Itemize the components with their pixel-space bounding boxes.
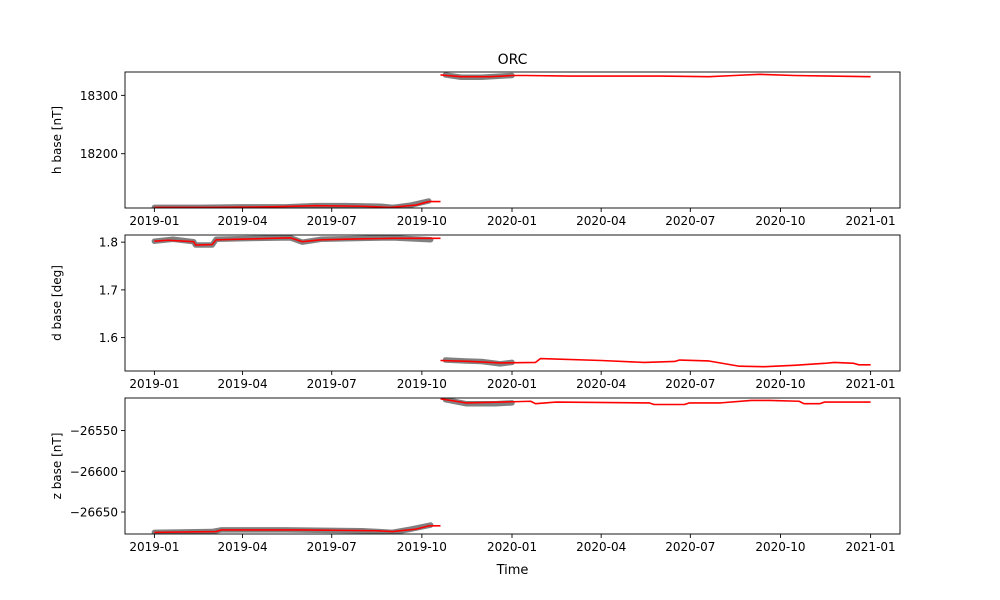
x-tick-label: 2020-01 xyxy=(487,214,537,228)
y-axis-label: d base [deg] xyxy=(50,265,64,341)
x-tick-label: 2019-01 xyxy=(129,377,179,391)
plot-area xyxy=(151,235,871,368)
x-tick-label: 2019-10 xyxy=(397,377,447,391)
x-tick-label: 2021-01 xyxy=(846,214,896,228)
y-axis-label: h base [nT] xyxy=(50,106,64,174)
x-tick-label: 2020-07 xyxy=(665,540,715,554)
y-tick-label: 1.6 xyxy=(99,331,118,345)
x-tick-label: 2019-04 xyxy=(218,214,268,228)
x-tick-label: 2020-04 xyxy=(576,214,626,228)
axes-frame xyxy=(124,71,901,209)
fit-series-segment-0 xyxy=(154,525,441,534)
fit-series-segment-0 xyxy=(154,237,441,246)
x-tick-label: 2020-07 xyxy=(665,214,715,228)
y-tick-label: 1.7 xyxy=(99,283,118,297)
x-tick-label: 2020-07 xyxy=(665,377,715,391)
x-tick-label: 2019-04 xyxy=(218,377,268,391)
x-tick-label: 2020-04 xyxy=(576,540,626,554)
y-tick-label: −26550 xyxy=(70,424,118,438)
x-tick-label: 2021-01 xyxy=(846,540,896,554)
fit-series-segment-1 xyxy=(440,73,871,78)
x-axis-label: Time xyxy=(496,563,529,578)
x-tick-label: 2020-10 xyxy=(755,214,805,228)
x-tick-label: 2019-07 xyxy=(307,540,357,554)
x-tick-label: 2019-10 xyxy=(397,214,447,228)
y-tick-label: −26600 xyxy=(70,465,118,479)
x-tick-label: 2019-07 xyxy=(307,214,357,228)
panel-bottom: 2019-01 2019-04 2019-07 2019-10 2020-01 2020-… xyxy=(50,397,901,554)
fit-series-segment-0 xyxy=(154,200,441,208)
x-tick-label: 2019-04 xyxy=(218,540,268,554)
plot-area xyxy=(151,398,871,534)
panel-middle: 2019-01 2019-04 2019-07 2019-10 2020-01 2020-… xyxy=(50,234,901,391)
x-tick-label: 2019-10 xyxy=(397,540,447,554)
x-tick-label: 2020-04 xyxy=(576,377,626,391)
x-tick-label: 2019-01 xyxy=(129,214,179,228)
axes-frame xyxy=(124,234,901,372)
panel-top: 2019-01 2019-04 2019-07 2019-10 2020-01 2020-… xyxy=(50,71,901,228)
x-tick-label: 2019-07 xyxy=(307,377,357,391)
fit-series-segment-1 xyxy=(440,357,871,368)
y-tick-label: 18300 xyxy=(80,89,118,103)
figure-title: ORC xyxy=(498,52,528,68)
axes-frame xyxy=(124,397,901,535)
x-tick-label: 2020-01 xyxy=(487,540,537,554)
x-tick-label: 2019-01 xyxy=(129,540,179,554)
plot-area xyxy=(151,72,871,208)
x-tick-label: 2020-01 xyxy=(487,377,537,391)
fit-series-segment-1 xyxy=(440,398,871,406)
y-axis-label: z base [nT] xyxy=(50,433,64,500)
y-tick-label: 18200 xyxy=(80,147,118,161)
x-tick-label: 2020-10 xyxy=(755,377,805,391)
y-tick-label: 1.8 xyxy=(99,236,118,250)
x-tick-label: 2021-01 xyxy=(846,377,896,391)
x-tick-label: 2020-10 xyxy=(755,540,805,554)
y-tick-label: −26650 xyxy=(70,506,118,520)
